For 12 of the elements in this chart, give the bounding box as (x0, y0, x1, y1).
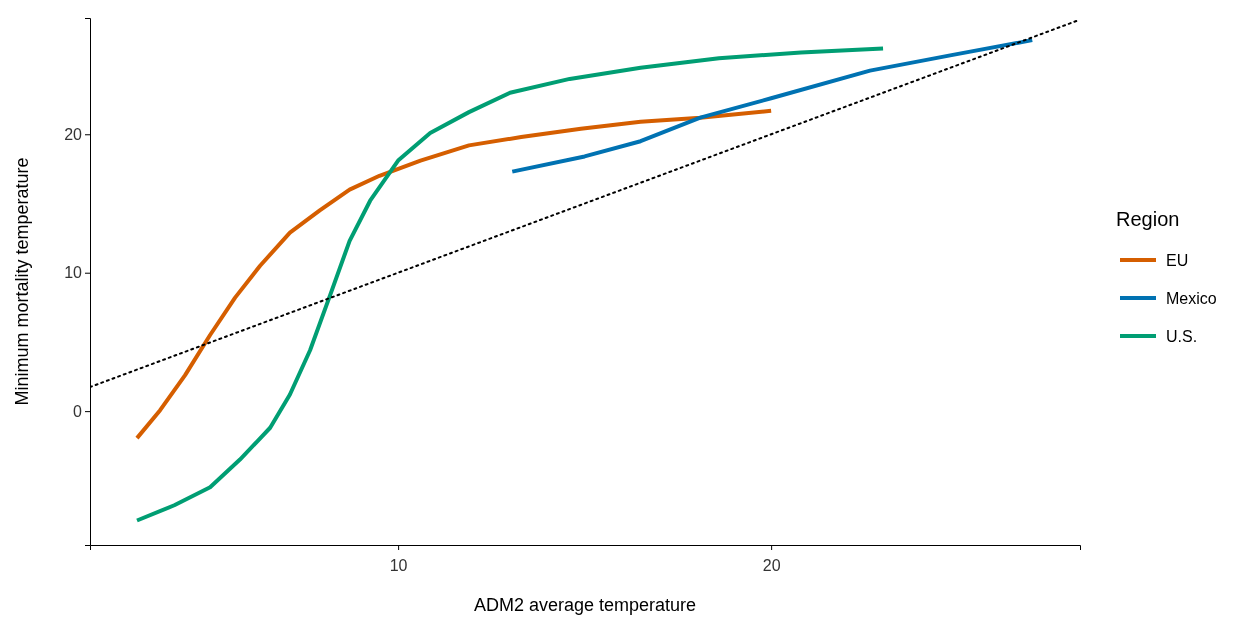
y-tick-label: 10 (64, 264, 83, 282)
line-series (135, 108, 774, 441)
legend-label: EU (1166, 252, 1189, 269)
legend-label: Mexico (1166, 290, 1217, 307)
legend-title: Region (1116, 208, 1180, 230)
line-series (135, 46, 886, 523)
legend-label: U.S. (1166, 328, 1198, 345)
x-axis-title: ADM2 average temperature (473, 595, 697, 615)
y-axis-title: Minimum mortality temperature (12, 157, 32, 406)
y-tick-label: 20 (64, 125, 83, 143)
line-series (510, 38, 1035, 174)
y-tick-label: 0 (73, 402, 83, 420)
